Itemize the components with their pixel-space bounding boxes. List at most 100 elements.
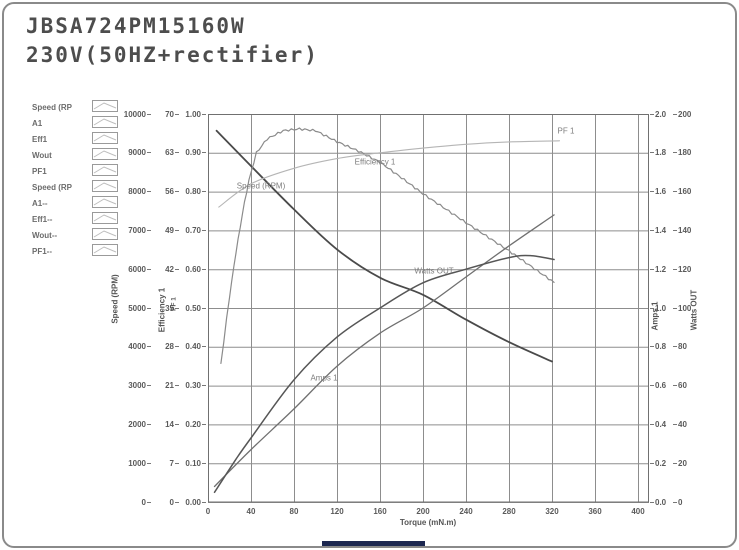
- legend-item: Speed (RP: [32, 99, 118, 117]
- ytick-pf: 0.90: [180, 148, 207, 157]
- ytick-watts: 160: [672, 187, 691, 196]
- ytick-speed: 8000: [106, 187, 152, 196]
- xtick-torque: 360: [588, 507, 602, 516]
- ytick-amps: 0.6: [649, 381, 666, 390]
- legend-item: PF1: [32, 163, 118, 178]
- ytick-speed: 5000: [106, 304, 152, 313]
- ytick-efficiency: 63: [156, 148, 180, 157]
- ytick-speed: 7000: [106, 226, 152, 235]
- xtick-torque: 80: [289, 507, 299, 516]
- legend-item-label: Eff1: [32, 135, 48, 144]
- ytick-watts: 120: [672, 265, 691, 274]
- legend-item-label: A1--: [32, 199, 48, 208]
- ytick-watts: 200: [672, 110, 691, 119]
- ytick-watts: 80: [672, 342, 687, 351]
- xtick-torque: 0: [205, 507, 211, 516]
- ytick-pf: 0.10: [180, 459, 207, 468]
- ytick-watts: 40: [672, 420, 687, 429]
- curve-preview-icon: [92, 179, 118, 197]
- ytick-amps: 0.2: [649, 459, 666, 468]
- ytick-pf: 1.00: [180, 110, 207, 119]
- ylabel-amps: Amps 1: [650, 301, 660, 331]
- xtick-torque: 160: [373, 507, 387, 516]
- ytick-pf: 0.20: [180, 420, 207, 429]
- ytick-amps: 1.0: [649, 304, 666, 313]
- legend-item: Eff1--: [32, 211, 118, 229]
- ylabel-efficiency: Efficiency 1: [157, 287, 167, 333]
- test-condition: 230V(50HZ+rectifier): [26, 43, 319, 67]
- legend-item-label: Wout: [32, 151, 52, 160]
- report-title: JBSA724PM15160W 230V(50HZ+rectifier): [26, 12, 319, 70]
- ytick-speed: 4000: [106, 342, 152, 351]
- legend-item-label: Speed (RP: [32, 183, 73, 192]
- ytick-amps: 1.6: [649, 187, 666, 196]
- ytick-speed: 0: [106, 498, 152, 507]
- curve-label-speed: Speed (RPM): [236, 181, 286, 191]
- ytick-watts: 140: [672, 226, 691, 235]
- curve-preview-icon: [92, 131, 118, 149]
- ytick-speed: 2000: [106, 420, 152, 429]
- ylabel-pf: PF 1: [170, 297, 178, 311]
- ylabel-watts: Watts OUT: [689, 289, 699, 331]
- ytick-amps: 0.0: [649, 498, 666, 507]
- legend-item: A1: [32, 115, 118, 130]
- ytick-speed: 6000: [106, 265, 152, 274]
- ytick-watts: 180: [672, 148, 691, 157]
- ytick-amps: 1.2: [649, 265, 666, 274]
- ytick-amps: 2.0: [649, 110, 666, 119]
- legend-item-label: Speed (RP: [32, 103, 73, 112]
- legend-item-label: Wout--: [32, 231, 58, 240]
- curve-preview-icon: [92, 99, 118, 117]
- ytick-watts: 100: [672, 304, 691, 313]
- ytick-amps: 1.4: [649, 226, 666, 235]
- footer-accent-bar: [322, 541, 425, 546]
- curve-label-watts: Watts OUT: [414, 266, 454, 276]
- ytick-pf: 0.40: [180, 342, 207, 351]
- ytick-pf: 0.50: [180, 304, 207, 313]
- ylabel-speed: Speed (RPM): [110, 274, 120, 324]
- curve-preview-icon: [92, 211, 118, 229]
- ytick-efficiency: 49: [156, 226, 180, 235]
- ytick-watts: 60: [672, 381, 687, 390]
- xtick-torque: 320: [545, 507, 559, 516]
- chart-plot: [208, 114, 649, 503]
- curve-preview-icon: [92, 227, 118, 245]
- ytick-efficiency: 28: [156, 342, 180, 351]
- xtick-torque: 120: [330, 507, 344, 516]
- legend-item-label: Eff1--: [32, 215, 53, 224]
- curve-label-amps: Amps 1: [310, 373, 338, 383]
- ytick-efficiency: 56: [156, 187, 180, 196]
- xtick-torque: 240: [459, 507, 473, 516]
- curve-efficiency-1: [220, 127, 555, 364]
- legend-item: A1--: [32, 195, 118, 213]
- xtick-torque: 400: [631, 507, 645, 516]
- ytick-amps: 1.8: [649, 148, 666, 157]
- legend-item-label: PF1: [32, 167, 47, 176]
- ytick-speed: 1000: [106, 459, 152, 468]
- ytick-pf: 0.70: [180, 226, 207, 235]
- ytick-efficiency: 35: [156, 304, 180, 313]
- legend-item-label: PF1--: [32, 247, 52, 256]
- curve-watts-out: [213, 254, 555, 494]
- ytick-efficiency: 21: [156, 381, 180, 390]
- legend-item: Wout--: [32, 227, 118, 245]
- ytick-speed: 9000: [106, 148, 152, 157]
- curve-preview-icon: [92, 243, 118, 261]
- curve-amps-1: [213, 214, 555, 488]
- model-number: JBSA724PM15160W: [26, 14, 246, 38]
- legend-item: Speed (RP: [32, 179, 118, 197]
- legend-item: Wout: [32, 147, 118, 162]
- curve-preview-icon: [92, 195, 118, 213]
- legend: Speed (RP A1 Eff1 Wout PF1 Speed (RP A1-- Eff1-…: [32, 99, 118, 261]
- curve-label-pf: PF 1: [557, 126, 575, 136]
- xtick-torque: 40: [246, 507, 256, 516]
- ytick-amps: 0.4: [649, 420, 666, 429]
- ytick-pf: 0.60: [180, 265, 207, 274]
- ytick-speed: 3000: [106, 381, 152, 390]
- xaxis-title: Torque (mN.m): [399, 518, 457, 527]
- xtick-torque: 200: [416, 507, 430, 516]
- legend-item: Eff1: [32, 131, 118, 149]
- legend-item: PF1--: [32, 243, 118, 261]
- ytick-watts: 20: [672, 459, 687, 468]
